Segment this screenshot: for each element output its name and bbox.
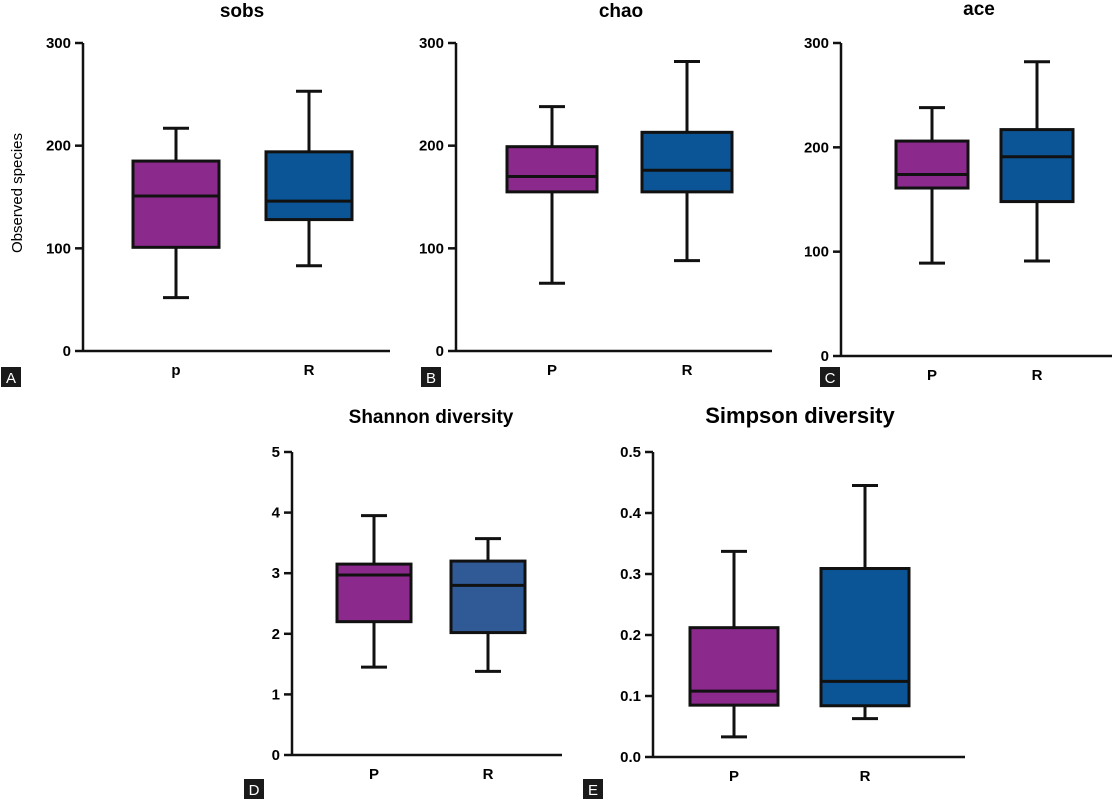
panel-letter-text: B (426, 370, 436, 387)
panel-letter: B (421, 367, 441, 387)
iqr-box (640, 130, 734, 194)
x-category-label: R (304, 362, 315, 379)
y-tick-label: 0.4 (620, 505, 642, 522)
y-tick-label: 0 (63, 343, 71, 360)
chart-title: sobs (220, 1, 264, 22)
y-tick-label: 0.0 (620, 749, 641, 766)
panel-c: ace 0 100 200 300 P R C (804, 0, 1112, 387)
y-tick-label: 0.1 (620, 688, 641, 705)
y-tick-label: 0.5 (620, 444, 641, 461)
box-r (264, 89, 354, 268)
iqr-box (264, 150, 354, 222)
panel-letter-text: E (588, 782, 598, 799)
box-r (640, 59, 734, 263)
y-tick-label: 1 (272, 686, 280, 703)
iqr-box (505, 145, 599, 194)
panel-letter: D (244, 779, 264, 799)
box-p (335, 514, 413, 669)
iqr-box (999, 128, 1075, 204)
y-tick-label: 300 (804, 35, 829, 52)
y-tick-label: 300 (46, 35, 71, 52)
y-tick-label: 0.3 (620, 566, 641, 583)
x-category-label: p (171, 362, 180, 379)
panel-letter: C (820, 367, 840, 387)
chart-title: chao (599, 1, 643, 22)
y-tick-label: 0 (272, 747, 280, 764)
iqr-box (335, 562, 413, 624)
y-tick-label: 0 (821, 348, 829, 365)
y-tick-label: 2 (272, 626, 280, 643)
x-category-label: R (1032, 367, 1043, 384)
iqr-box (131, 159, 221, 249)
box-p (894, 106, 970, 265)
panel-letter: E (583, 779, 603, 799)
chart-title: Simpson diversity (705, 403, 895, 428)
y-tick-label: 0.2 (620, 627, 641, 644)
box-p (505, 105, 599, 285)
box-r (999, 60, 1075, 263)
panel-letter-text: C (825, 370, 836, 387)
y-tick-label: 3 (272, 565, 280, 582)
panel-letter-bg (1, 367, 21, 387)
y-tick-label: 100 (46, 240, 71, 257)
y-tick-label: 200 (419, 138, 444, 155)
panel-letter-bg (583, 779, 603, 799)
chart-title: Shannon diversity (349, 407, 514, 428)
panel-a: sobs Observed species 0 100 200 300 p R A (1, 1, 390, 387)
x-category-label: P (369, 766, 379, 783)
chart-title: ace (963, 0, 995, 20)
box-p (688, 549, 780, 739)
iqr-box (819, 567, 911, 708)
panel-e: Simpson diversity 0.0 0.1 0.2 0.3 0.4 0.5 P R E (583, 403, 965, 799)
iqr-box (449, 559, 527, 635)
iqr-box (894, 139, 970, 190)
panel-letter: A (1, 367, 21, 387)
box-p (131, 126, 221, 300)
x-category-label: R (860, 768, 871, 785)
panel-letter-bg (820, 367, 840, 387)
y-tick-label: 5 (272, 444, 280, 461)
y-tick-label: 100 (804, 244, 829, 261)
box-r (819, 484, 911, 721)
y-tick-label: 300 (419, 35, 444, 52)
x-category-label: R (682, 362, 693, 379)
y-tick-label: 0 (436, 343, 444, 360)
box-r (449, 537, 527, 673)
panel-letter-bg (244, 779, 264, 799)
x-category-label: R (483, 766, 494, 783)
y-tick-label: 100 (419, 240, 444, 257)
x-category-label: P (927, 367, 937, 384)
iqr-box (688, 626, 780, 707)
y-tick-label: 200 (46, 138, 71, 155)
y-tick-label: 4 (272, 505, 281, 522)
y-axis-label: Observed species (9, 133, 26, 253)
panel-letter-text: D (249, 782, 260, 799)
y-tick-label: 200 (804, 139, 829, 156)
panel-letter-text: A (6, 370, 16, 387)
panel-letter-bg (421, 367, 441, 387)
x-category-label: P (547, 362, 557, 379)
panel-d: Shannon diversity 0 1 2 3 4 5 P R D (244, 407, 562, 799)
panel-b: chao 0 100 200 300 P R B (419, 1, 772, 387)
x-category-label: P (729, 768, 739, 785)
